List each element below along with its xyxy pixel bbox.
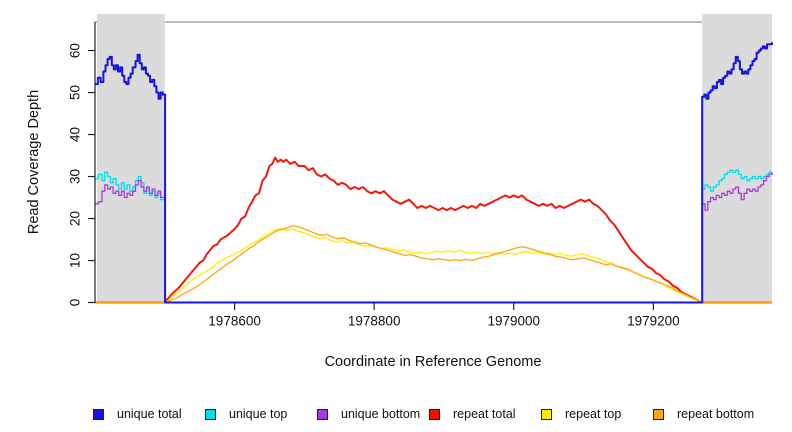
y-tick-label: 10 (68, 253, 83, 268)
x-tick-label: 1978800 (348, 314, 401, 329)
x-axis-title: Coordinate in Reference Genome (325, 354, 542, 370)
y-tick-label: 50 (68, 85, 83, 100)
legend-label: repeat total (453, 407, 516, 421)
legend-swatch (541, 408, 552, 420)
x-tick-label: 1979000 (487, 314, 540, 329)
y-tick-label: 40 (68, 127, 83, 142)
series-repeat-bottom (95, 225, 772, 304)
series-repeat-total (95, 156, 772, 304)
tick-labels: 0 10 20 30 40 50 60 1978600 1978800 1979000 197920… (67, 43, 679, 328)
y-tick-label: 0 (68, 299, 83, 307)
legend-label: repeat bottom (677, 407, 755, 421)
series-unique-total (95, 42, 773, 304)
legend-item-repeat-total: repeat total (429, 404, 516, 424)
plot-frame (95, 21, 772, 303)
legend: unique total unique top unique bottom repea… (0, 404, 792, 428)
x-tick-label: 1978600 (208, 314, 261, 329)
legend-item-unique-total: unique total (93, 404, 182, 424)
axes (88, 22, 654, 310)
masked-region (702, 14, 772, 303)
y-tick-label: 20 (68, 211, 83, 226)
y-tick-label: 30 (68, 169, 83, 184)
legend-label: unique top (229, 407, 288, 421)
legend-label: unique total (117, 407, 182, 421)
legend-item-unique-top: unique top (205, 404, 287, 424)
masked-region (97, 14, 165, 303)
legend-swatch (317, 408, 328, 420)
legend-label: repeat top (565, 407, 622, 421)
legend-item-unique-bottom: unique bottom (317, 404, 420, 424)
series-lines (95, 42, 773, 304)
legend-item-repeat-top: repeat top (541, 404, 621, 424)
y-tick-label: 60 (67, 43, 82, 58)
legend-swatch (205, 408, 216, 420)
legend-swatch (429, 408, 440, 420)
legend-label: unique bottom (341, 407, 421, 421)
legend-swatch (653, 408, 664, 420)
legend-item-repeat-bottom: repeat bottom (653, 404, 754, 424)
x-tick-label: 1979200 (627, 314, 680, 329)
legend-swatch (93, 408, 104, 420)
y-axis-title: Read Coverage Depth (26, 90, 42, 234)
